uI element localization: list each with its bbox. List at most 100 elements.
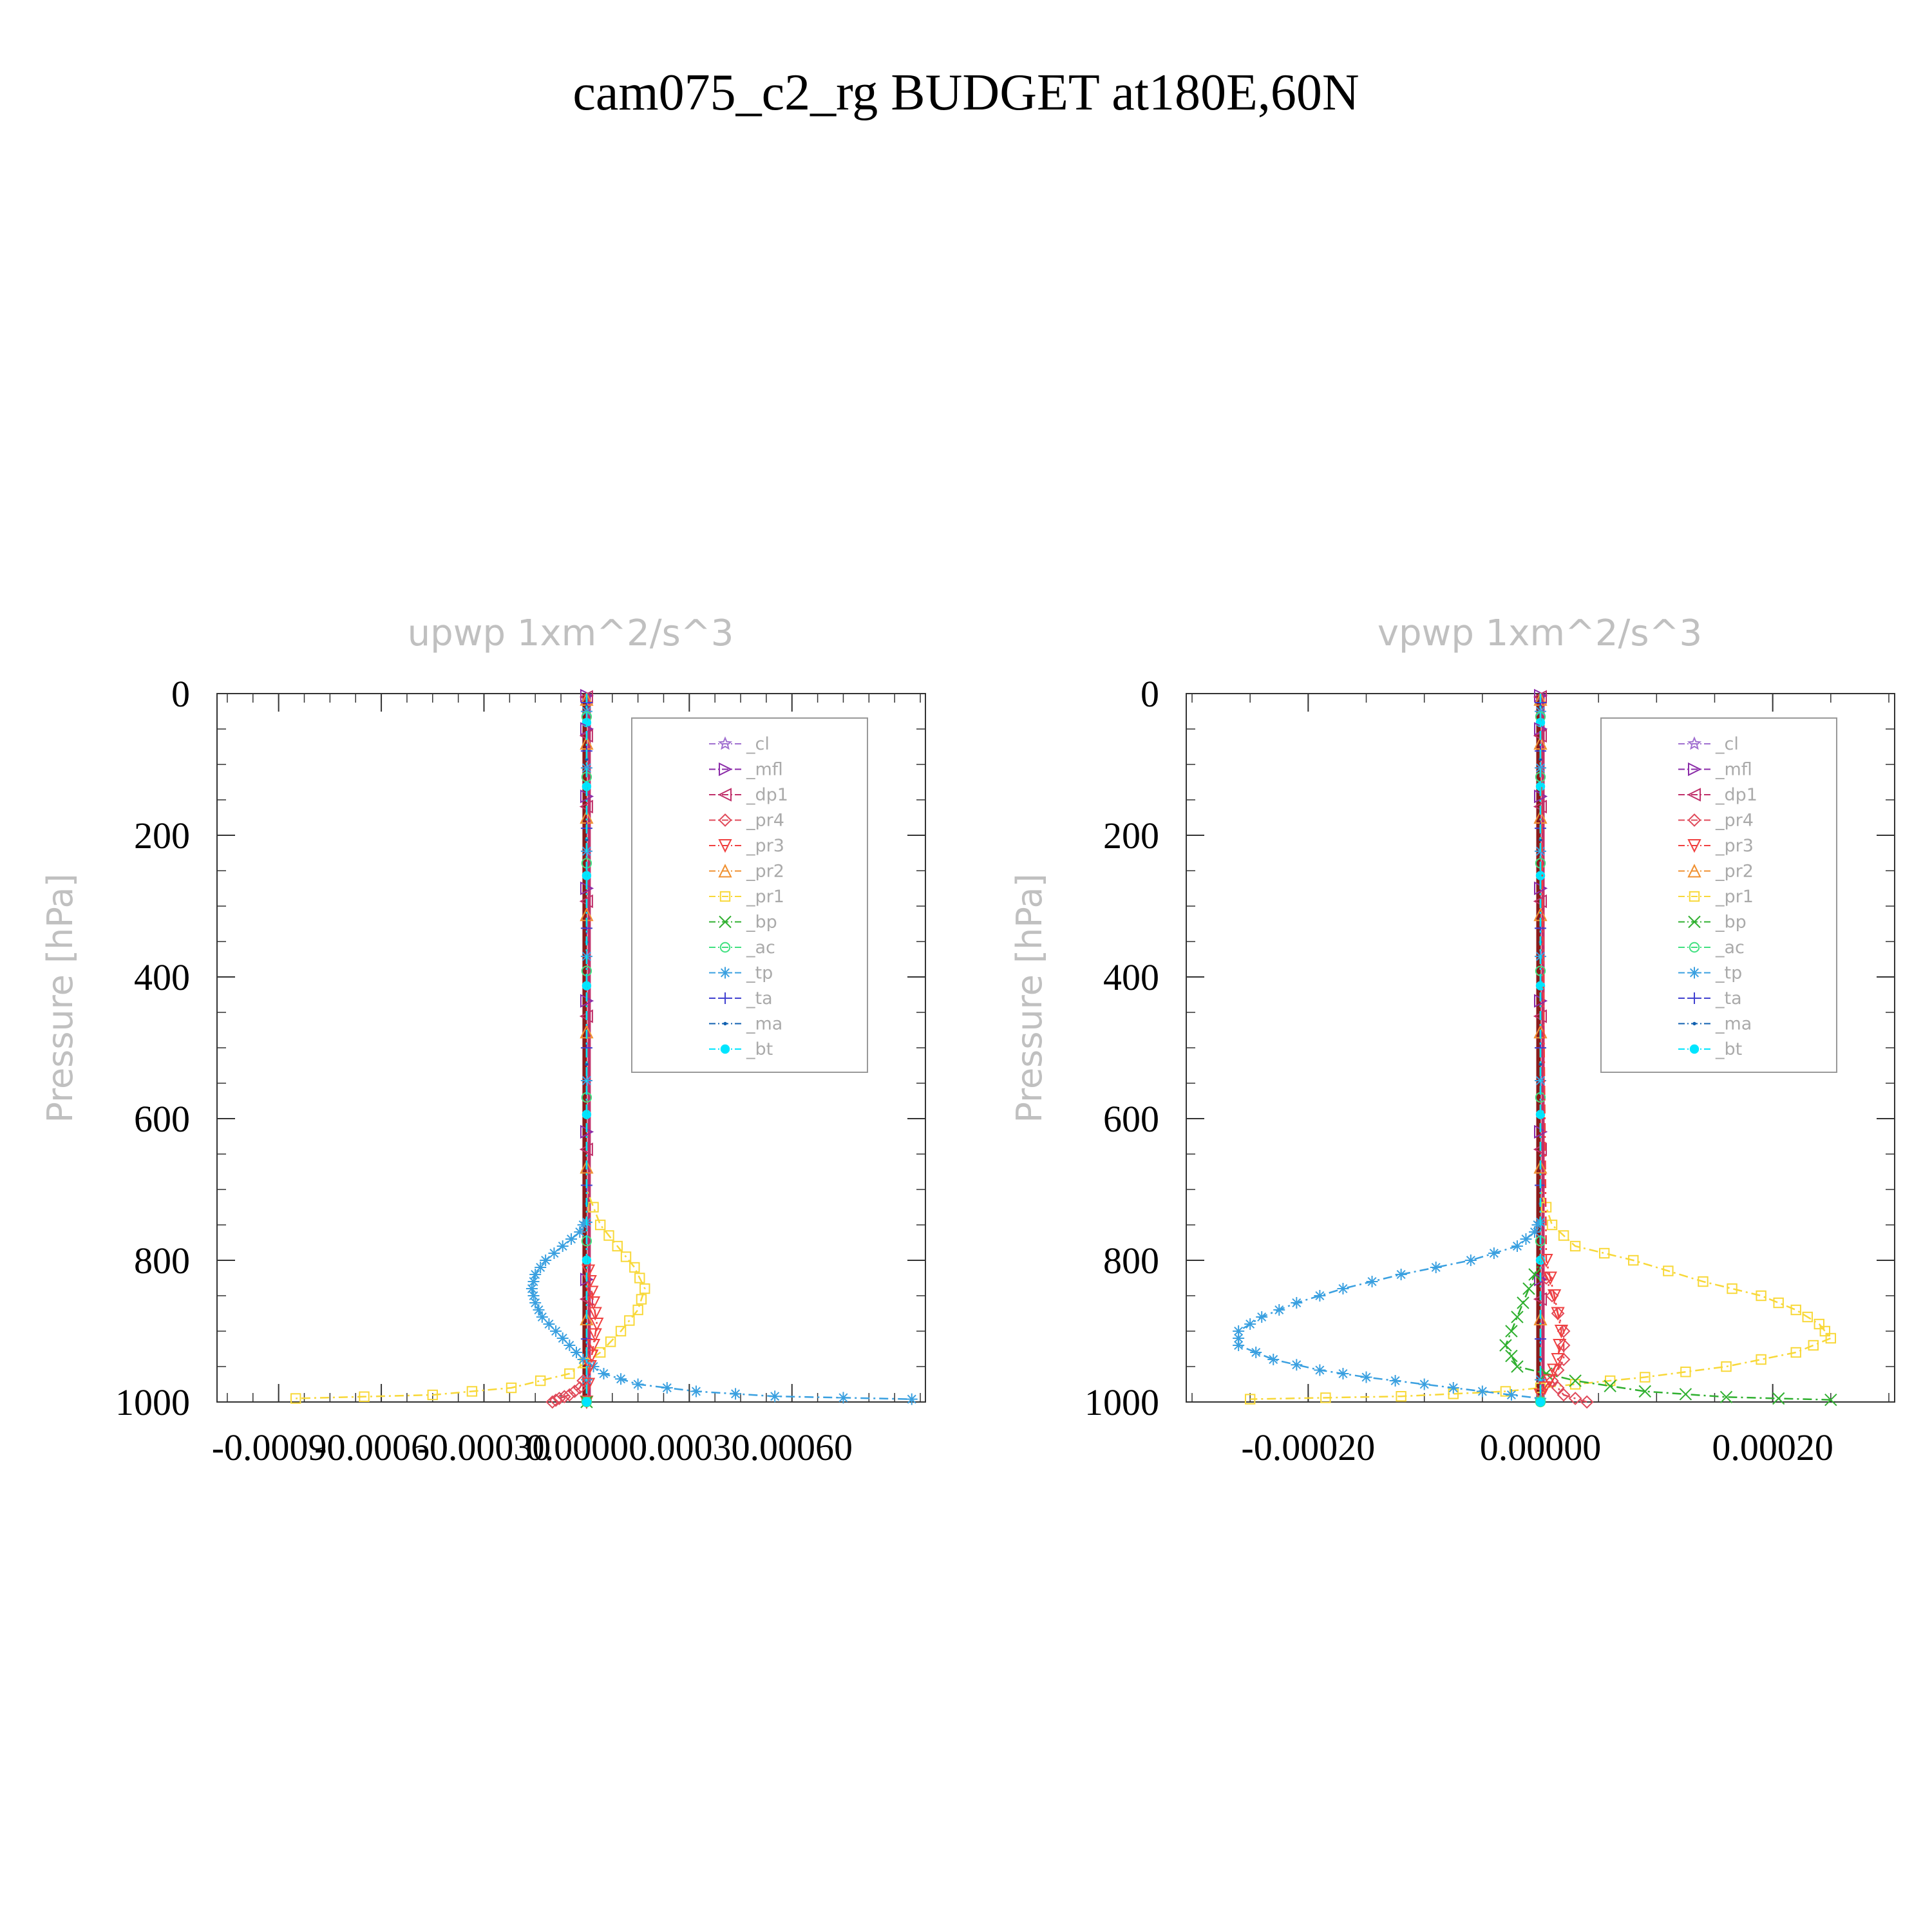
- data-point-pr3: [1547, 1363, 1561, 1378]
- data-point-pr3: [586, 1339, 601, 1353]
- data-point-pr3: [588, 1328, 602, 1342]
- data-point-tp: [529, 1297, 542, 1309]
- legend-entry-pr2: _pr2: [1678, 862, 1754, 882]
- data-point-bp: [1719, 1390, 1733, 1404]
- y-axis-label: Pressure [hPa]: [1009, 873, 1050, 1122]
- legend-entry-pr1: _pr1: [1678, 887, 1754, 907]
- data-point-tp: [556, 1332, 569, 1344]
- zero-column-marker: [1539, 1062, 1542, 1066]
- data-point-tp: [905, 1393, 918, 1405]
- data-point-pr1: [1680, 1367, 1691, 1378]
- data-point-pr3: [585, 1349, 599, 1363]
- panel-vpwp: vpwp 1xm^2/s^3 Pressure [hPa] 0 200 400 600…: [1009, 612, 1895, 1468]
- data-point-pr4: [1557, 1352, 1571, 1367]
- data-point-pr4: [1568, 1392, 1582, 1405]
- data-point-tp: [1366, 1276, 1378, 1287]
- data-point-tp: [556, 1240, 569, 1252]
- data-point-pr1: [629, 1262, 640, 1273]
- data-point-pr1: [639, 1283, 650, 1294]
- data-point-pr1: [603, 1230, 614, 1241]
- data-point-tp: [1389, 1375, 1401, 1387]
- legend-label: _pr1: [746, 887, 784, 907]
- series-line-pr4: [1539, 694, 1587, 1403]
- data-point-tp: [535, 1262, 547, 1273]
- triangle-up-icon: [718, 864, 732, 878]
- data-point-bt: [1535, 1397, 1546, 1407]
- legend-label: _ac: [746, 938, 775, 958]
- data-point-pr1: [1244, 1394, 1256, 1405]
- data-point-pr1: [1790, 1304, 1801, 1316]
- x-icon: [719, 915, 732, 929]
- data-point-pr1: [359, 1391, 370, 1402]
- data-point-pr3: [581, 1264, 596, 1278]
- data-point-tp: [1528, 1226, 1540, 1238]
- data-point-tp: [570, 1347, 582, 1358]
- y-tick-label: 800: [134, 1240, 190, 1282]
- data-point-tp: [1511, 1240, 1523, 1252]
- legend-entry-ta: _ta: [1678, 989, 1742, 1009]
- figure-title: cam075_c2_rg BUDGET at180E,60N: [573, 64, 1359, 121]
- data-point-pr4: [552, 1392, 566, 1405]
- diamond-icon: [718, 813, 732, 827]
- zero-column-marker: [585, 837, 589, 842]
- data-point-pr1: [290, 1393, 301, 1404]
- data-point-pr1: [588, 1202, 599, 1213]
- data-point-tp: [1520, 1233, 1532, 1245]
- legend-label: _pr3: [1715, 836, 1754, 856]
- data-point-tp: [1256, 1311, 1268, 1323]
- y-tick-label: 800: [1103, 1240, 1159, 1282]
- data-point-pr3: [1551, 1307, 1565, 1321]
- data-point-tp: [1337, 1283, 1349, 1294]
- data-point-tp: [1267, 1354, 1280, 1365]
- x-tick-label: 0.00000: [1480, 1426, 1602, 1468]
- data-point-pr4: [557, 1390, 571, 1404]
- data-point-bp: [1604, 1379, 1616, 1392]
- data-point-pr1: [615, 1325, 627, 1337]
- zero-column-marker: [1535, 1110, 1546, 1119]
- triangle-down-icon: [718, 839, 732, 853]
- y-tick-label: 0: [1141, 673, 1159, 715]
- y-tick-label: 400: [134, 956, 190, 998]
- data-point-pr3: [1553, 1339, 1567, 1353]
- panel-upwp: upwp 1xm^2/s^3 Pressure [hPa] 0 200 400 600…: [40, 612, 926, 1468]
- asterisk-icon: [719, 967, 731, 979]
- panel-title: upwp 1xm^2/s^3: [408, 612, 734, 654]
- triangle-up-icon: [1687, 864, 1701, 878]
- square-icon: [719, 891, 731, 902]
- data-point-tp: [548, 1247, 560, 1259]
- data-point-pr4: [1545, 1289, 1559, 1303]
- data-point-tp: [533, 1304, 545, 1316]
- x-tick-label: -0.00090: [212, 1426, 346, 1468]
- x-tick-label: -0.00030: [417, 1426, 551, 1468]
- y-tick-label: 400: [1103, 956, 1159, 998]
- triangle-left-icon: [1687, 788, 1701, 802]
- legend-entry-dp1: _dp1: [709, 785, 788, 805]
- data-point-tp: [1244, 1318, 1256, 1330]
- data-point-tp: [1360, 1371, 1372, 1383]
- data-point-pr3: [581, 1378, 596, 1392]
- data-point-bt: [582, 1397, 592, 1407]
- zero-column-marker: [585, 1062, 589, 1066]
- dot-icon: [1692, 1021, 1696, 1026]
- data-point-pr1: [1773, 1297, 1784, 1309]
- circle-icon: [719, 942, 731, 953]
- legend-entry-pr1: _pr1: [709, 887, 784, 907]
- legend-entry-mfl: _mfl: [1678, 760, 1752, 780]
- data-point-tp: [550, 1325, 562, 1337]
- data-point-pr1: [1698, 1276, 1709, 1287]
- zero-column-marker: [582, 981, 592, 990]
- legend-entry-tp: _tp: [1678, 963, 1742, 983]
- legend-entry-mfl: _mfl: [709, 760, 783, 780]
- series-line-pr3: [1539, 693, 1562, 1396]
- data-point-tp: [1291, 1359, 1303, 1371]
- data-point-tp: [1476, 1385, 1488, 1397]
- data-point-pr3: [1548, 1289, 1562, 1303]
- legend-label: _cl: [746, 734, 770, 754]
- legend-label: _ma: [1715, 1014, 1752, 1034]
- x-tick-label: 0.00060: [732, 1426, 853, 1468]
- legend-label: _cl: [1715, 734, 1739, 754]
- data-point-bp: [1528, 1268, 1541, 1281]
- zero-column-marker: [1535, 705, 1546, 717]
- data-point-pr4: [1551, 1381, 1565, 1395]
- data-point-bp: [1679, 1388, 1692, 1401]
